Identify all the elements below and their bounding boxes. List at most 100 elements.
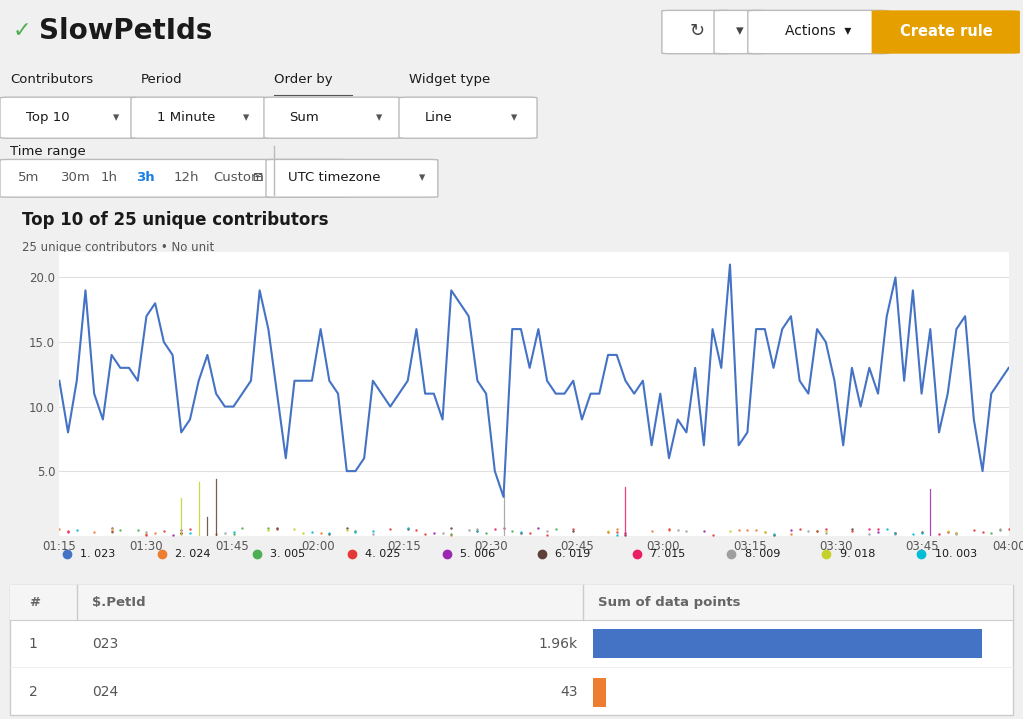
Text: ↻: ↻ — [690, 22, 704, 40]
Text: UTC timezone: UTC timezone — [288, 170, 381, 184]
Point — [669, 524, 685, 536]
Point — [295, 527, 311, 539]
Point — [748, 525, 764, 536]
Text: ✓: ✓ — [12, 21, 31, 41]
Point — [983, 528, 999, 539]
Point — [530, 523, 546, 534]
Point — [304, 526, 320, 538]
Point — [991, 524, 1008, 536]
Point — [103, 523, 120, 534]
Text: 43: 43 — [561, 685, 578, 699]
Text: ▾: ▾ — [419, 170, 426, 184]
Point — [757, 526, 773, 537]
Point — [757, 526, 773, 538]
Point — [974, 526, 990, 538]
Text: 1h: 1h — [100, 170, 118, 184]
Point — [599, 526, 616, 538]
Point — [730, 523, 747, 535]
Point — [155, 526, 172, 537]
FancyBboxPatch shape — [399, 97, 537, 138]
Point — [765, 529, 782, 541]
Point — [269, 522, 285, 533]
Point — [914, 526, 930, 538]
Point — [661, 524, 677, 536]
Point — [364, 528, 381, 539]
Text: $.PetId: $.PetId — [92, 596, 145, 609]
Point — [991, 523, 1008, 534]
Point — [147, 527, 164, 539]
Point — [86, 527, 102, 539]
Point — [400, 523, 416, 534]
Point — [286, 523, 303, 534]
Point — [722, 525, 739, 536]
Point — [364, 526, 381, 537]
Point — [547, 523, 564, 535]
Point — [696, 526, 712, 537]
Text: 4. 025: 4. 025 — [365, 549, 400, 559]
Point — [565, 526, 581, 537]
FancyBboxPatch shape — [662, 10, 731, 54]
Point — [740, 524, 756, 536]
Point — [783, 528, 799, 540]
Point — [939, 525, 955, 536]
Point — [339, 523, 355, 534]
Point — [347, 526, 363, 538]
Point — [173, 527, 189, 539]
Text: 2: 2 — [29, 685, 38, 699]
Point — [435, 527, 451, 539]
Bar — [10, 585, 1013, 620]
Text: Custom: Custom — [213, 170, 264, 184]
Point — [904, 528, 921, 539]
Point — [260, 524, 276, 536]
Point — [678, 525, 695, 536]
Text: 6. 019: 6. 019 — [554, 549, 590, 559]
Point — [321, 527, 338, 539]
Point — [948, 528, 965, 539]
Point — [225, 526, 241, 538]
Bar — [593, 629, 982, 659]
Point — [792, 523, 808, 534]
Point — [460, 524, 477, 536]
Text: ▾: ▾ — [243, 111, 250, 124]
Text: Top 10: Top 10 — [26, 111, 70, 124]
Text: 023: 023 — [92, 637, 119, 651]
Text: Line: Line — [425, 111, 452, 124]
Point — [60, 526, 77, 537]
Point — [844, 525, 860, 536]
Text: 5m: 5m — [18, 170, 40, 184]
Point — [495, 523, 512, 534]
Point — [470, 526, 486, 537]
Text: SlowPetIds: SlowPetIds — [39, 17, 212, 45]
Text: Order by: Order by — [274, 73, 332, 86]
Text: ▾: ▾ — [376, 111, 383, 124]
Point — [478, 528, 494, 539]
Point — [609, 527, 625, 539]
Point — [234, 522, 251, 533]
FancyBboxPatch shape — [0, 97, 138, 138]
Text: Sum: Sum — [290, 111, 319, 124]
Text: Contributors: Contributors — [10, 73, 93, 86]
Point — [260, 523, 276, 534]
Point — [609, 529, 625, 541]
Point — [321, 528, 338, 540]
Point — [931, 528, 947, 540]
Point — [522, 527, 538, 539]
Point — [165, 529, 181, 541]
Point — [599, 525, 616, 536]
Point — [861, 523, 878, 535]
Point — [539, 526, 555, 537]
Text: 8. 009: 8. 009 — [745, 549, 781, 559]
Point — [870, 526, 886, 538]
Point — [948, 528, 965, 540]
Point — [887, 527, 903, 539]
Bar — [593, 677, 606, 707]
Point — [817, 526, 834, 537]
Point — [817, 527, 834, 539]
Point — [617, 527, 633, 539]
Point — [487, 523, 503, 535]
Point — [339, 524, 355, 536]
Text: 3h: 3h — [136, 170, 154, 184]
Text: ▾: ▾ — [512, 111, 518, 124]
Point — [103, 523, 120, 534]
Point — [225, 528, 241, 539]
